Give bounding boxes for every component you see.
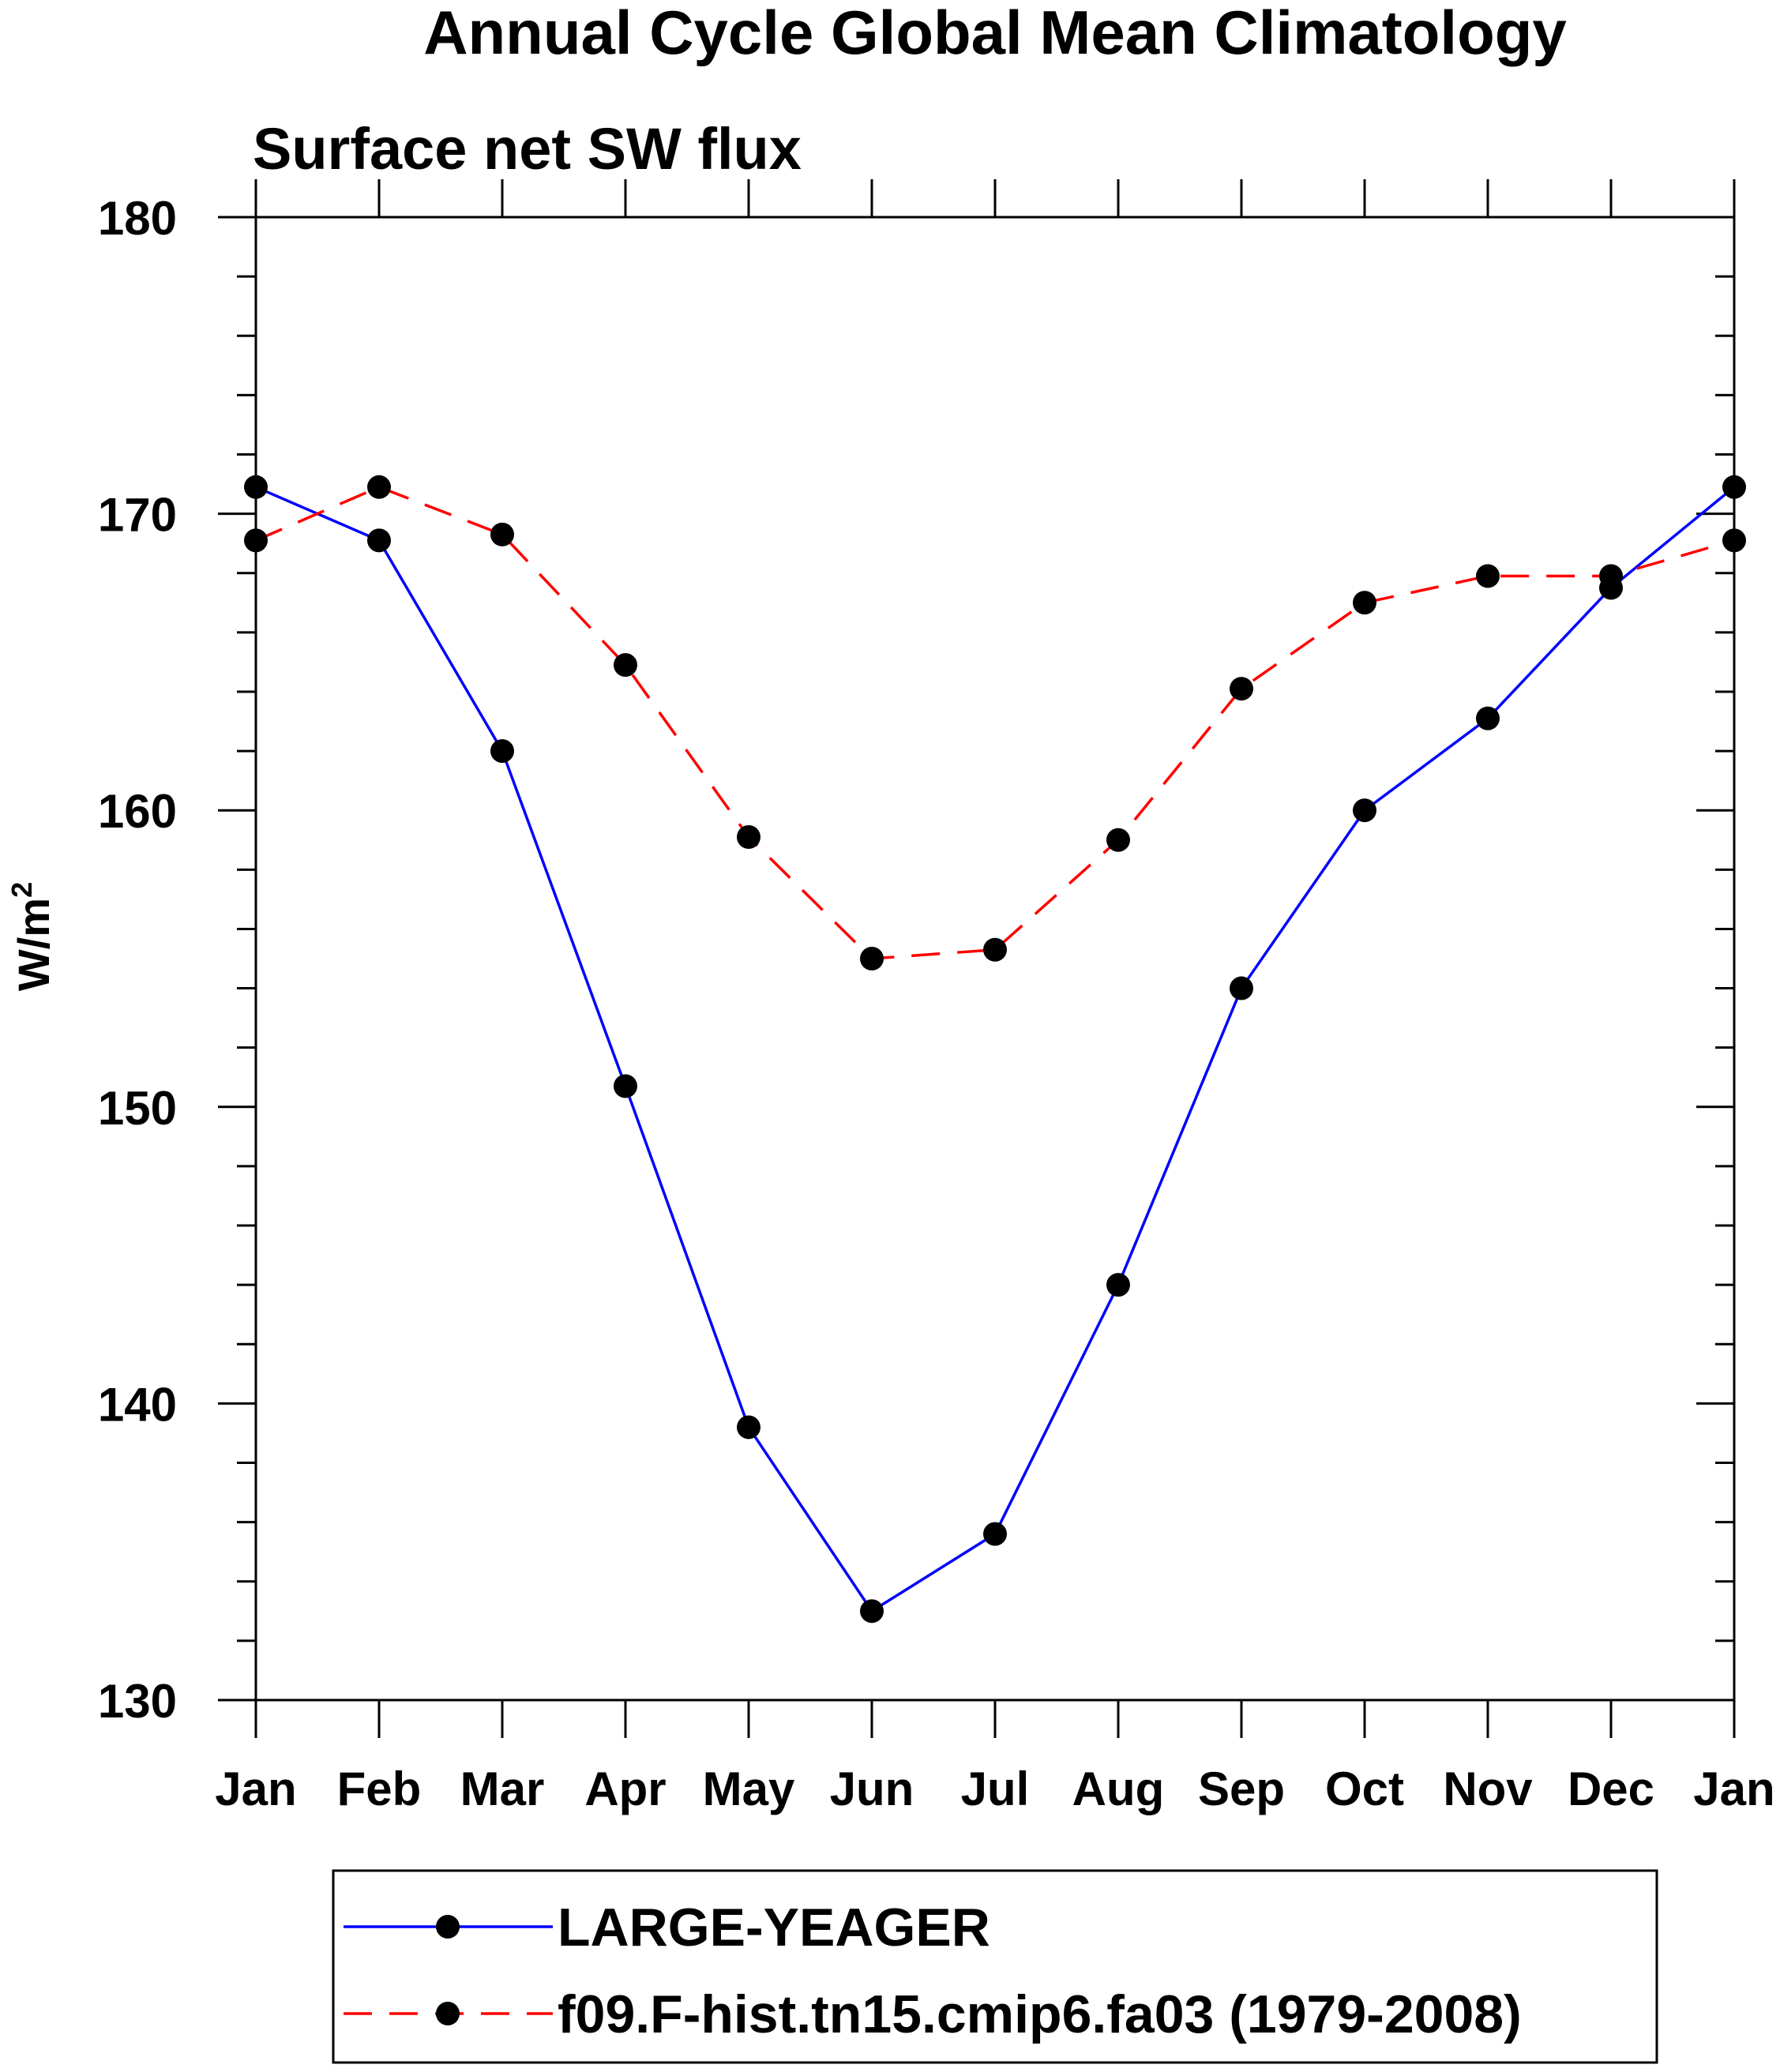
series-2-point [1722, 528, 1746, 553]
legend-box [332, 1869, 1658, 2064]
series-1-point [614, 1074, 637, 1098]
series-2-point [1599, 564, 1623, 588]
x-tick-label: May [703, 1762, 795, 1815]
y-tick-label: 160 [98, 785, 177, 838]
series-markers [244, 475, 1746, 1623]
axis-tick-labels: 130 140 150 160 170 180 Jan Feb Mar Apr May Jun Jul A… [98, 192, 1775, 1815]
series-1-point [1230, 976, 1253, 1000]
y-tick-label: 150 [98, 1082, 177, 1135]
series-1-point [1476, 706, 1500, 730]
series-1-point [367, 528, 391, 553]
legend-marker-1 [436, 1915, 460, 1939]
series-1-point [244, 475, 268, 499]
plot-frame [254, 216, 1736, 1702]
legend-label-1: LARGE-YEAGER [558, 1897, 990, 1958]
y-axis-label: W/m2 [6, 882, 58, 991]
x-tick-label: Oct [1325, 1762, 1404, 1815]
y-axis-label-superscript: 2 [6, 882, 38, 898]
x-tick-label: Aug [1072, 1762, 1165, 1815]
series-1-point [983, 1522, 1007, 1546]
legend-label-2: f09.F-hist.tn15.cmip6.fa03 (1979-2008) [558, 1984, 1522, 2044]
series-2-point [983, 937, 1007, 962]
x-tick-label: Mar [460, 1762, 545, 1815]
svg-text:W/m2: W/m2 [6, 882, 58, 991]
axis-ticks [218, 179, 1736, 1738]
x-tick-label: Jul [961, 1762, 1030, 1815]
x-tick-label: Apr [584, 1762, 666, 1815]
y-axis-label-text: W/m [9, 898, 58, 991]
series-2-point [737, 825, 760, 850]
series-2-point [614, 653, 637, 678]
series-2-point [860, 947, 884, 970]
series-1-point [737, 1415, 760, 1440]
series-lines [255, 485, 1736, 1613]
legend: LARGE-YEAGER f09.F-hist.tn15.cmip6.fa03 (… [332, 1869, 1658, 2064]
chart-title: Annual Cycle Global Mean Climatology [423, 0, 1567, 67]
x-tick-label: Nov [1443, 1762, 1533, 1815]
series-1-point [490, 739, 514, 764]
y-tick-label: 180 [98, 192, 177, 245]
y-tick-label: 170 [98, 489, 177, 542]
y-tick-label: 140 [98, 1378, 177, 1431]
series-2-point [490, 522, 514, 546]
x-tick-label: Jun [830, 1762, 914, 1815]
series-2-point [1353, 591, 1376, 615]
legend-marker-2 [436, 2002, 460, 2025]
series-2-point [1230, 677, 1253, 701]
x-tick-label: Jan [1693, 1762, 1774, 1815]
series-1-point [1722, 475, 1746, 499]
series-line-2 [255, 485, 1735, 960]
y-tick-label: 130 [98, 1675, 177, 1728]
x-tick-label: Feb [337, 1762, 422, 1815]
series-2-point [244, 528, 268, 553]
chart-subtitle: Surface net SW flux [253, 116, 802, 182]
x-tick-label: Sep [1198, 1762, 1285, 1815]
series-1-point [860, 1599, 884, 1623]
series-2-point [367, 475, 391, 499]
series-2-point [1106, 828, 1130, 852]
series-1-point [1106, 1273, 1130, 1297]
series-1-point [1353, 798, 1376, 823]
series-line-1 [255, 486, 1736, 1613]
series-2-point [1476, 564, 1500, 588]
x-tick-label: Jan [215, 1762, 296, 1815]
x-tick-label: Dec [1568, 1762, 1654, 1815]
